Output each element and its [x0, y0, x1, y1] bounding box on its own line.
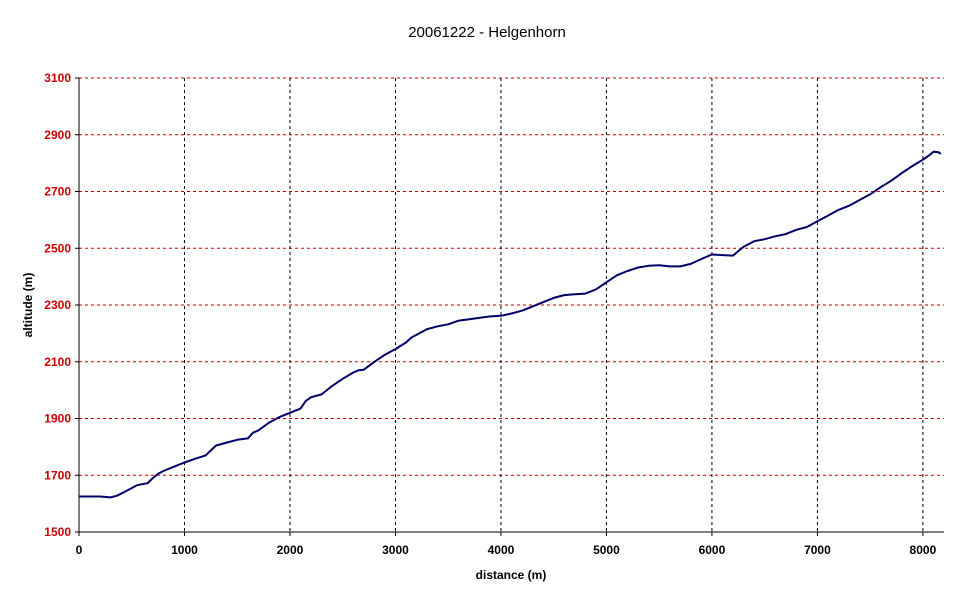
data-series	[79, 150, 942, 499]
y-tick-label: 3100	[44, 71, 71, 85]
x-tick-label: 3000	[382, 543, 409, 557]
y-tick-label: 1900	[44, 412, 71, 426]
y-tick-labels: 1500 1700 1900 2100 2300 2500 2700 2900 3100	[44, 71, 71, 539]
x-tick-label: 2000	[277, 543, 304, 557]
x-tick-label: 7000	[804, 543, 831, 557]
x-tick-label: 6000	[699, 543, 726, 557]
y-tick-label: 2700	[44, 185, 71, 199]
x-tick-label: 0	[76, 543, 83, 557]
chart-title: 20061222 - Helgenhorn	[408, 24, 566, 41]
y-tick-label: 2300	[44, 298, 71, 312]
x-tick-label: 5000	[593, 543, 620, 557]
axes	[75, 77, 944, 536]
y-tick-label: 2900	[44, 128, 71, 142]
x-tick-label: 4000	[488, 543, 515, 557]
x-tick-label: 8000	[910, 543, 937, 557]
x-axis-label: distance (m)	[476, 568, 547, 582]
y-tick-label: 2100	[44, 355, 71, 369]
x-tick-label: 1000	[171, 543, 198, 557]
y-tick-label: 1500	[44, 525, 71, 539]
altitude-line	[79, 150, 942, 499]
y-axis-label: altitude (m)	[21, 273, 35, 338]
x-tick-labels: 0 1000 2000 3000 4000 5000 6000 7000 8000	[76, 543, 937, 557]
gridlines	[79, 77, 944, 532]
y-tick-label: 1700	[44, 468, 71, 482]
y-tick-label: 2500	[44, 241, 71, 255]
